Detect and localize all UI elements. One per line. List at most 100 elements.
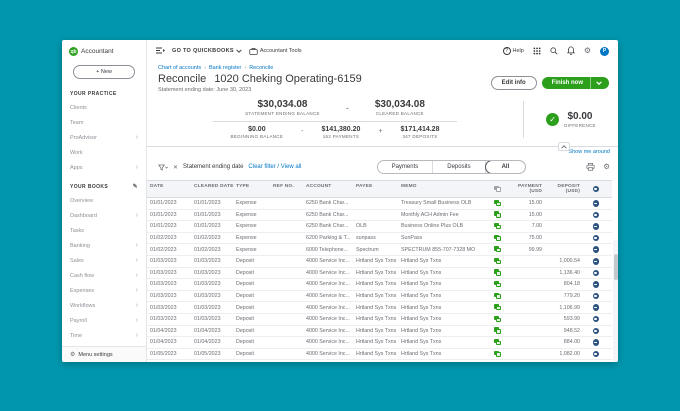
reconciled-status-icon[interactable] [586,246,606,253]
reconciled-status-icon[interactable] [586,304,606,311]
table-row[interactable]: 01/03/2023 01/03/2023 Deposit 4000 Servi… [147,302,612,314]
sidebar-item-workflows[interactable]: Workflows › [62,298,146,313]
table-row[interactable]: 01/01/2023 01/01/2023 Expense 6250 Bank … [147,210,612,222]
collapse-summary-button[interactable] [558,142,570,151]
reconciled-status-icon[interactable] [586,235,606,242]
remove-filter-icon[interactable]: ✕ [173,164,178,171]
sidebar-item-payroll[interactable]: Payroll › [62,313,146,328]
sidebar-item-overview[interactable]: Overview [62,193,146,208]
vertical-scrollbar[interactable] [613,240,618,362]
print-icon[interactable] [586,158,595,176]
sidebar-item-apps[interactable]: Apps › [62,160,146,175]
notifications-bell-icon[interactable] [567,42,575,60]
table-row[interactable]: 01/03/2023 01/03/2023 Deposit 4000 Servi… [147,256,612,268]
copy-icon[interactable] [485,304,510,311]
edit-pencil-icon[interactable]: ✎ [133,183,138,190]
reconciled-status-icon[interactable] [586,328,606,335]
copy-icon[interactable] [485,281,510,288]
reconciled-status-icon[interactable] [586,339,606,346]
col-type[interactable]: TYPE [236,184,273,194]
copy-icon[interactable] [485,211,510,218]
sidebar-item-tasks[interactable]: Tasks [62,223,146,238]
table-row[interactable]: 01/04/2023 01/04/2023 Deposit 4000 Servi… [147,326,612,338]
col-ref-no[interactable]: REF NO. [273,184,306,194]
copy-icon[interactable] [485,246,510,253]
avatar[interactable]: P [600,47,609,56]
sidebar-item-work[interactable]: Work [62,145,146,160]
cleared-balance: $30,034.08 CLEARED BALANCE [375,99,425,116]
copy-icon[interactable] [485,223,510,230]
copy-icon[interactable] [485,351,510,358]
table-header: DATE CLEARED DATE TYPE REF NO. ACCOUNT P… [147,180,612,198]
tab-all[interactable]: All [485,160,527,174]
navbar-left: GO TO QUICKBOOKS Accountant Tools [156,42,496,60]
sidebar-item-team[interactable]: Team [62,115,146,130]
copy-icon[interactable] [485,327,510,334]
reconciled-status-icon[interactable] [586,281,606,288]
check-circle-icon: ✓ [546,113,559,126]
col-account[interactable]: ACCOUNT [306,184,356,194]
help-icon: ? [503,47,511,55]
col-deposit[interactable]: DEPOSIT (USD) [548,184,586,194]
edit-info-button[interactable]: Edit info [491,76,537,90]
table-row[interactable]: 01/01/2023 01/01/2023 Expense 6250 Bank … [147,198,612,210]
copy-icon[interactable] [485,339,510,346]
reconciled-status-icon[interactable] [586,258,606,265]
table-row[interactable]: 01/02/2023 01/02/2023 Expense 6000 Telep… [147,244,612,256]
table-row[interactable]: 01/03/2023 01/03/2023 Deposit 4000 Servi… [147,279,612,291]
sidebar-item-cash-flow[interactable]: Cash flow › [62,268,146,283]
table-row[interactable]: 01/03/2023 01/03/2023 Deposit 4000 Servi… [147,291,612,303]
copy-icon[interactable] [485,269,510,276]
reconciled-status-icon[interactable] [586,270,606,277]
help-button[interactable]: ? Help [503,47,524,55]
clear-filter-link[interactable]: Clear filter / View all [248,164,301,170]
reconciled-status-icon[interactable] [586,212,606,219]
menu-settings[interactable]: ⚙ Menu settings [62,346,146,362]
reconciled-status-icon[interactable] [586,351,606,358]
go-to-quickbooks-menu[interactable]: GO TO QUICKBOOKS [172,48,242,54]
col-date[interactable]: DATE [150,184,194,194]
copy-icon[interactable] [485,235,510,242]
table-settings-gear-icon[interactable]: ⚙ [603,163,610,171]
col-payment[interactable]: PAYMENT (USD [510,184,548,194]
filter-funnel-icon[interactable] [158,158,168,176]
sidebar-item-expenses[interactable]: Expenses › [62,283,146,298]
table-row[interactable]: 01/03/2023 01/03/2023 Deposit 4000 Servi… [147,314,612,326]
copy-icon[interactable] [485,200,510,207]
settings-gear-icon[interactable]: ⚙ [584,47,591,55]
finish-now-dropdown-icon[interactable] [591,78,609,88]
app-window: qb Accountant + New YOUR PRACTICE Client… [62,40,618,362]
col-cleared-date[interactable]: CLEARED DATE [194,184,236,194]
scrollbar-thumb[interactable] [614,254,618,280]
copy-icon[interactable] [485,293,510,300]
sidebar-item-dashboard[interactable]: Dashboard › [62,208,146,223]
reconciled-status-icon[interactable] [586,293,606,300]
reconciled-status-icon[interactable] [586,316,606,323]
apps-grid-icon[interactable] [533,42,541,60]
copy-icon[interactable] [485,316,510,323]
collapse-menu-icon[interactable] [156,42,165,60]
table-row[interactable]: 01/05/2023 01/05/2023 Deposit 4000 Servi… [147,349,612,361]
table-row[interactable]: 01/02/2023 01/02/2023 Expense 6200 Parki… [147,233,612,245]
finish-now-button[interactable]: Finish now [542,77,609,89]
sidebar-nav: YOUR PRACTICE Clients Team ProAdvisor › … [62,83,146,343]
sidebar-item-sales[interactable]: Sales › [62,253,146,268]
new-button[interactable]: + New [73,65,135,79]
table-row[interactable]: 01/04/2023 01/04/2023 Deposit 4000 Servi… [147,337,612,349]
tab-deposits[interactable]: Deposits [433,161,485,173]
reconciled-status-icon[interactable] [586,223,606,230]
table-row[interactable]: 01/03/2023 01/03/2023 Deposit 4000 Servi… [147,268,612,280]
table-row[interactable]: 01/01/2023 01/01/2023 Expense 6250 Bank … [147,221,612,233]
plus-sign: + [378,126,382,135]
search-icon[interactable] [550,42,558,60]
col-payee[interactable]: PAYEE [356,184,401,194]
reconciled-status-icon[interactable] [586,200,606,207]
copy-icon[interactable] [485,258,510,265]
sidebar-item-time[interactable]: Time › [62,328,146,343]
accountant-tools-menu[interactable]: Accountant Tools [249,47,302,55]
sidebar-item-banking[interactable]: Banking › [62,238,146,253]
tab-payments[interactable]: Payments [378,161,434,173]
sidebar-item-clients[interactable]: Clients [62,100,146,115]
sidebar-item-proadvisor[interactable]: ProAdvisor › [62,130,146,145]
col-memo[interactable]: MEMO [401,184,485,194]
